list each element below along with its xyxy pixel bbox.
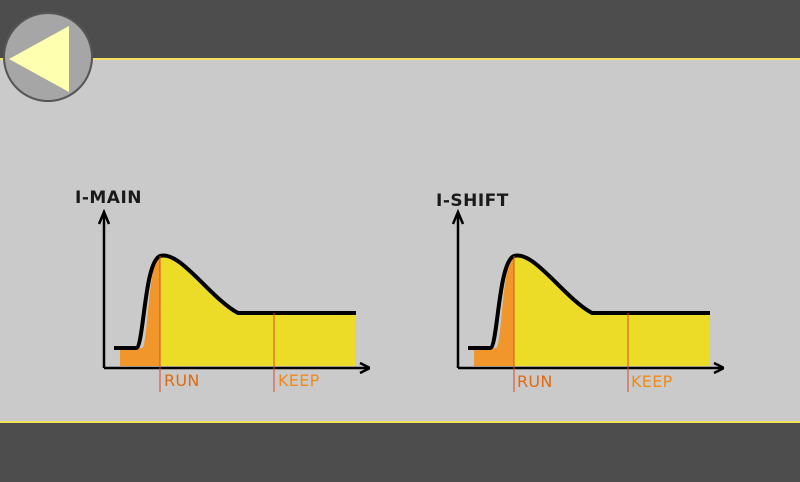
top-bar: [0, 0, 800, 60]
x-axis-arrow: [359, 361, 370, 375]
run-label: RUN: [164, 371, 200, 390]
y-axis-arrow: [97, 208, 111, 225]
keep-label: KEEP: [631, 372, 673, 391]
keep-phase-area: [514, 255, 709, 366]
i-shift-graph: I-SHIFT RUN KEEP: [424, 180, 724, 400]
bottom-bar: [0, 421, 800, 482]
run-phase-area: [474, 256, 514, 366]
x-axis-arrow: [713, 361, 724, 375]
run-label: RUN: [517, 372, 553, 391]
back-button[interactable]: [3, 12, 93, 102]
keep-phase-area: [160, 255, 355, 366]
keep-label: KEEP: [278, 371, 320, 390]
graph-title: I-SHIFT: [436, 191, 509, 211]
run-phase-area: [120, 256, 160, 366]
back-arrow-icon: [9, 26, 69, 92]
i-main-graph: I-MAIN RUN KEEP: [70, 180, 370, 400]
graph-title: I-MAIN: [75, 188, 143, 208]
i-shift-curve-plot: [451, 208, 724, 392]
y-axis-arrow: [451, 208, 465, 225]
i-main-curve-plot: [97, 208, 370, 392]
